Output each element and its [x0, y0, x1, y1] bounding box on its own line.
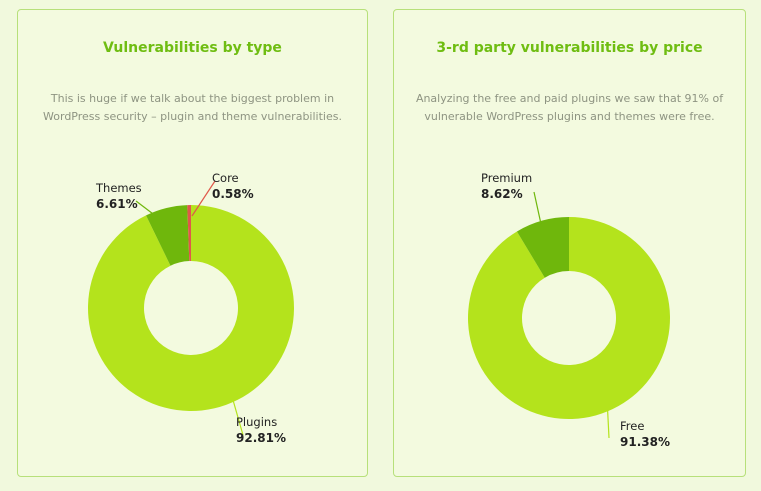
- slice-value-core: 0.58%: [212, 187, 254, 201]
- chart-description: Analyzing the free and paid plugins we s…: [415, 92, 724, 123]
- leader-line-core: [191, 180, 216, 217]
- slice-value-free: 91.38%: [620, 435, 670, 449]
- slice-label-core: Core: [212, 171, 239, 185]
- chart-card-vulnerabilities-by-price: 3-rd party vulnerabilities by price Anal…: [393, 9, 746, 477]
- slice-value-themes: 6.61%: [96, 197, 138, 211]
- leader-line-plugins: [230, 392, 244, 436]
- leader-line-themes: [135, 200, 166, 224]
- slice-value-plugins: 92.81%: [236, 431, 286, 445]
- leader-line-free: [606, 397, 610, 439]
- slice-plugins: [88, 205, 294, 411]
- chart-card-vulnerabilities-by-type: Vulnerabilities by type This is huge if …: [17, 9, 368, 477]
- slice-label-premium: Premium: [481, 171, 532, 185]
- donut-chart-vulnerabilities-by-type: Plugins 92.81% Themes 6.61% Core 0.58%: [88, 171, 294, 445]
- chart-title: 3-rd party vulnerabilities by price: [436, 40, 703, 56]
- donut-chart-vulnerabilities-by-price: Free 91.38% Premium 8.62%: [468, 171, 670, 449]
- slice-free: [468, 217, 670, 419]
- slice-themes: [146, 205, 190, 266]
- slice-label-themes: Themes: [95, 181, 142, 195]
- slice-label-free: Free: [620, 419, 644, 433]
- slice-core: [187, 205, 191, 262]
- chart-title: Vulnerabilities by type: [103, 40, 282, 56]
- leader-line-premium: [533, 191, 542, 225]
- slice-value-premium: 8.62%: [481, 187, 523, 201]
- chart-description: This is huge if we talk about the bigges…: [43, 92, 342, 123]
- slice-label-plugins: Plugins: [236, 415, 277, 429]
- slice-premium: [516, 217, 569, 278]
